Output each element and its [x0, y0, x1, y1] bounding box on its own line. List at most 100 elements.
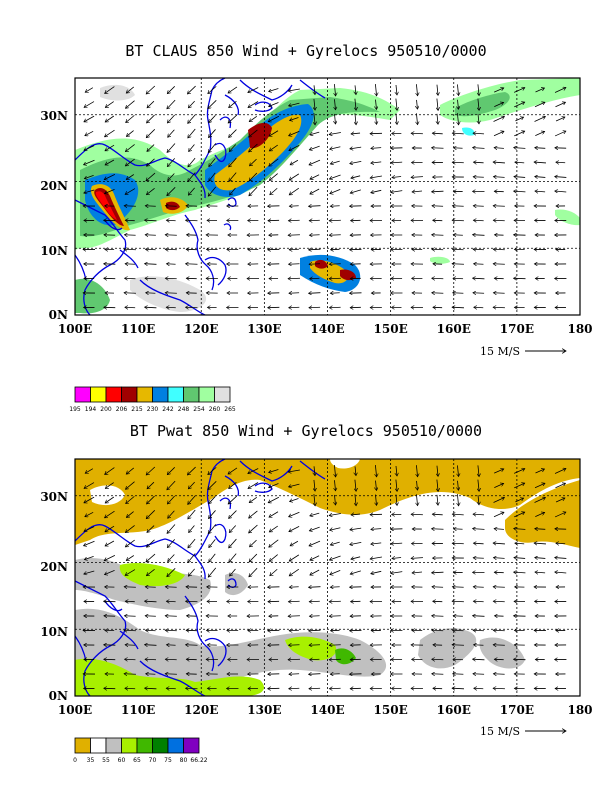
wind-arrow	[329, 307, 341, 308]
wind-arrow	[288, 278, 300, 279]
colorbar-swatch	[183, 737, 200, 754]
wind-arrow	[145, 278, 157, 279]
wind-arrow	[493, 587, 505, 588]
wind-arrow	[145, 645, 157, 646]
wind-arrow	[288, 89, 300, 91]
panel1-scale-arrow: 15 M/S	[480, 345, 566, 358]
wind-arrow	[290, 498, 299, 501]
wind-arrow	[473, 674, 485, 675]
wind-arrow	[145, 206, 156, 207]
wind-arrow	[288, 235, 300, 236]
wind-arrow	[458, 99, 459, 110]
wind-arrow	[167, 480, 176, 490]
wind-arrow	[249, 524, 258, 533]
wind-arrow	[167, 187, 176, 195]
wind-arrow	[146, 466, 156, 475]
wind-arrow	[105, 467, 115, 475]
wind-arrow	[355, 466, 356, 475]
wind-arrow	[288, 220, 300, 221]
wind-arrow	[145, 264, 157, 265]
wind-arrow	[555, 483, 565, 489]
wind-arrow	[188, 538, 196, 548]
colorbar-label: 55	[102, 757, 110, 764]
wind-arrow	[478, 114, 479, 124]
wind-arrow	[84, 159, 95, 165]
wind-arrow	[209, 496, 216, 503]
wind-arrow	[494, 483, 503, 488]
wind-arrow	[437, 494, 438, 505]
wind-arrow	[145, 220, 157, 221]
wind-arrow	[309, 688, 321, 689]
wind-arrow	[289, 130, 300, 136]
wind-arrow	[452, 601, 464, 602]
wind-arrow	[124, 206, 136, 207]
wind-arrow	[165, 616, 177, 617]
wind-arrow	[453, 529, 463, 530]
wind-arrow	[125, 539, 135, 547]
wind-arrow	[249, 158, 257, 166]
colorbar-label: 254	[193, 406, 205, 413]
colorbar-swatch	[198, 386, 215, 403]
wind-arrow	[432, 133, 443, 134]
wind-arrow	[452, 587, 464, 588]
wind-arrow	[535, 131, 544, 136]
wind-arrow	[329, 174, 341, 179]
wind-arrow	[514, 512, 525, 518]
wind-arrow	[554, 512, 566, 518]
wind-arrow	[147, 525, 155, 533]
wind-arrow	[165, 278, 177, 279]
wind-arrow	[228, 495, 238, 504]
wind-arrow	[229, 101, 237, 107]
wind-arrow	[473, 206, 484, 207]
wind-arrow	[209, 115, 216, 122]
lon-label: 160E	[437, 322, 471, 336]
wind-arrow	[269, 511, 279, 517]
wind-arrow	[375, 84, 376, 96]
wind-arrow	[147, 495, 155, 504]
wind-arrow	[473, 293, 485, 294]
wind-arrow	[309, 145, 320, 150]
wind-arrow	[334, 83, 335, 96]
wind-arrow	[515, 117, 523, 122]
colorbar-swatch	[167, 737, 184, 754]
wind-arrow	[478, 479, 479, 492]
scale-label: 15 M/S	[480, 345, 520, 358]
wind-arrow	[514, 558, 526, 559]
wind-arrow	[168, 510, 175, 519]
wind-arrow	[391, 191, 403, 193]
wind-arrow	[452, 307, 465, 308]
lon-label: 170E	[500, 322, 534, 336]
wind-arrow	[556, 162, 566, 163]
wind-arrow	[314, 479, 315, 491]
wind-arrow	[124, 587, 136, 588]
wind-arrow	[376, 99, 377, 110]
wind-arrow	[289, 645, 300, 646]
wind-arrow	[534, 117, 546, 122]
wind-arrow	[453, 674, 464, 675]
lon-label: 150E	[374, 703, 408, 717]
wind-arrow	[329, 513, 341, 515]
wind-arrow	[269, 525, 278, 532]
colorbar-swatch	[90, 737, 107, 754]
wind-arrow	[208, 143, 217, 152]
colorbar-label: 194	[85, 406, 97, 413]
wind-arrow	[84, 555, 94, 559]
scale-label: 15 M/S	[480, 725, 520, 738]
wind-arrow	[493, 117, 505, 122]
wind-arrow	[288, 470, 300, 472]
wind-arrow	[473, 616, 485, 617]
wind-arrow	[375, 113, 376, 125]
wind-arrow	[147, 100, 155, 108]
wind-arrow	[126, 467, 135, 474]
wind-arrow	[330, 188, 341, 193]
wind-arrow	[391, 162, 403, 163]
colorbar-swatch	[167, 386, 184, 403]
wind-arrow	[84, 526, 95, 532]
wind-arrow	[124, 293, 137, 294]
wind-arrow	[309, 220, 320, 221]
wind-arrow	[334, 99, 335, 110]
wind-arrow	[209, 539, 216, 547]
colorbar-label: 0	[73, 757, 77, 764]
wind-arrow	[104, 554, 116, 560]
wind-arrow	[329, 235, 341, 236]
